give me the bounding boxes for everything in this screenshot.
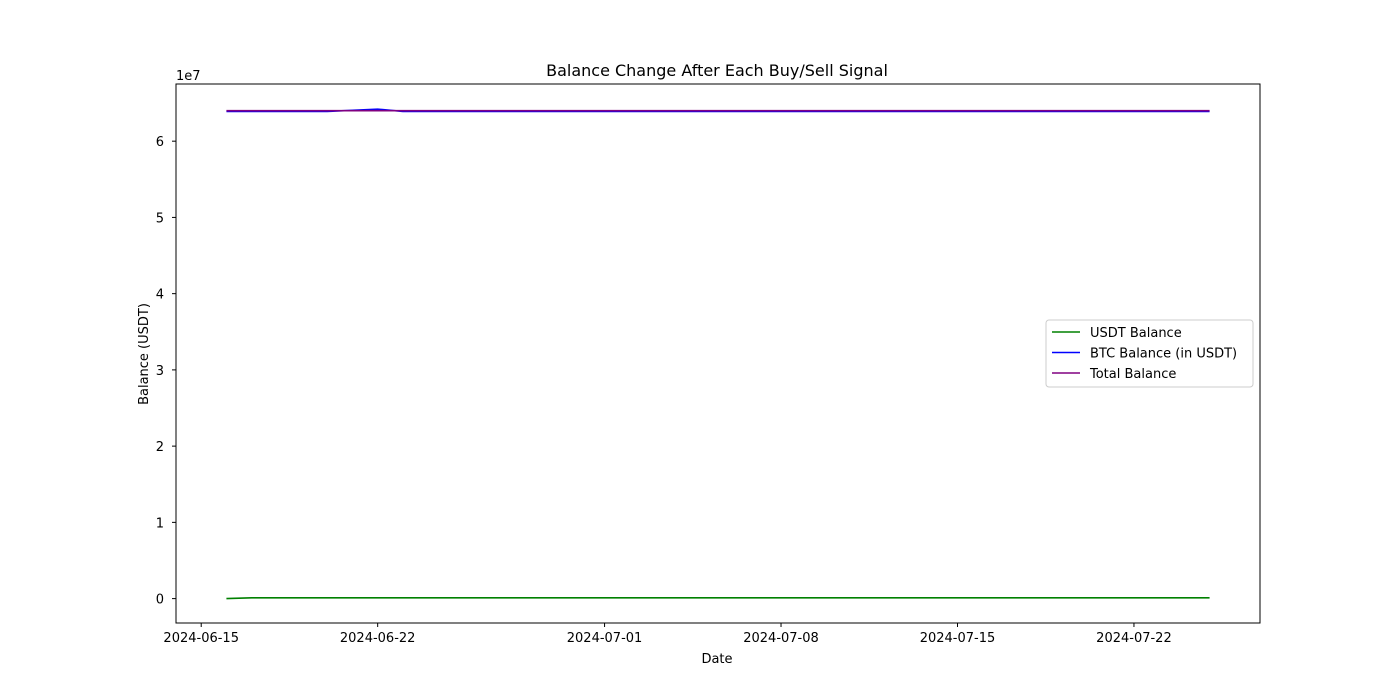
y-tick-label: 1 [156, 516, 164, 531]
x-tick-label: 2024-07-22 [1096, 631, 1172, 646]
y-tick-label: 3 [156, 364, 164, 379]
x-tick-label: 2024-06-15 [163, 631, 239, 646]
y-tick-label: 5 [156, 211, 164, 226]
chart-title: Balance Change After Each Buy/Sell Signa… [546, 61, 888, 80]
x-axis-label: Date [701, 652, 732, 667]
series-line-0 [226, 597, 1210, 600]
legend: USDT Balance BTC Balance (in USDT) Total B… [1045, 319, 1254, 388]
axes-frame [175, 83, 1261, 624]
y-axis-label: Balance (USDT) [137, 303, 152, 405]
x-tick-label: 2024-07-15 [920, 631, 996, 646]
series-lines [226, 108, 1210, 600]
x-tick-label: 2024-07-01 [567, 631, 643, 646]
y-tick-label: 2 [156, 440, 164, 455]
axes: 2024-06-15 2024-06-22 2024-07-01 2024-07-08… [156, 83, 1261, 646]
y-tick-label: 6 [156, 135, 164, 150]
legend-label-0: USDT Balance [1090, 326, 1182, 341]
legend-label-1: BTC Balance (in USDT) [1090, 347, 1237, 362]
x-tick-label: 2024-07-08 [743, 631, 819, 646]
x-tick-label: 2024-06-22 [340, 631, 416, 646]
legend-box [1045, 319, 1254, 388]
y-tick-label: 0 [156, 593, 164, 608]
y-axis-offset-label: 1e7 [176, 69, 201, 84]
y-tick-label: 4 [156, 288, 164, 303]
legend-label-2: Total Balance [1089, 367, 1176, 382]
